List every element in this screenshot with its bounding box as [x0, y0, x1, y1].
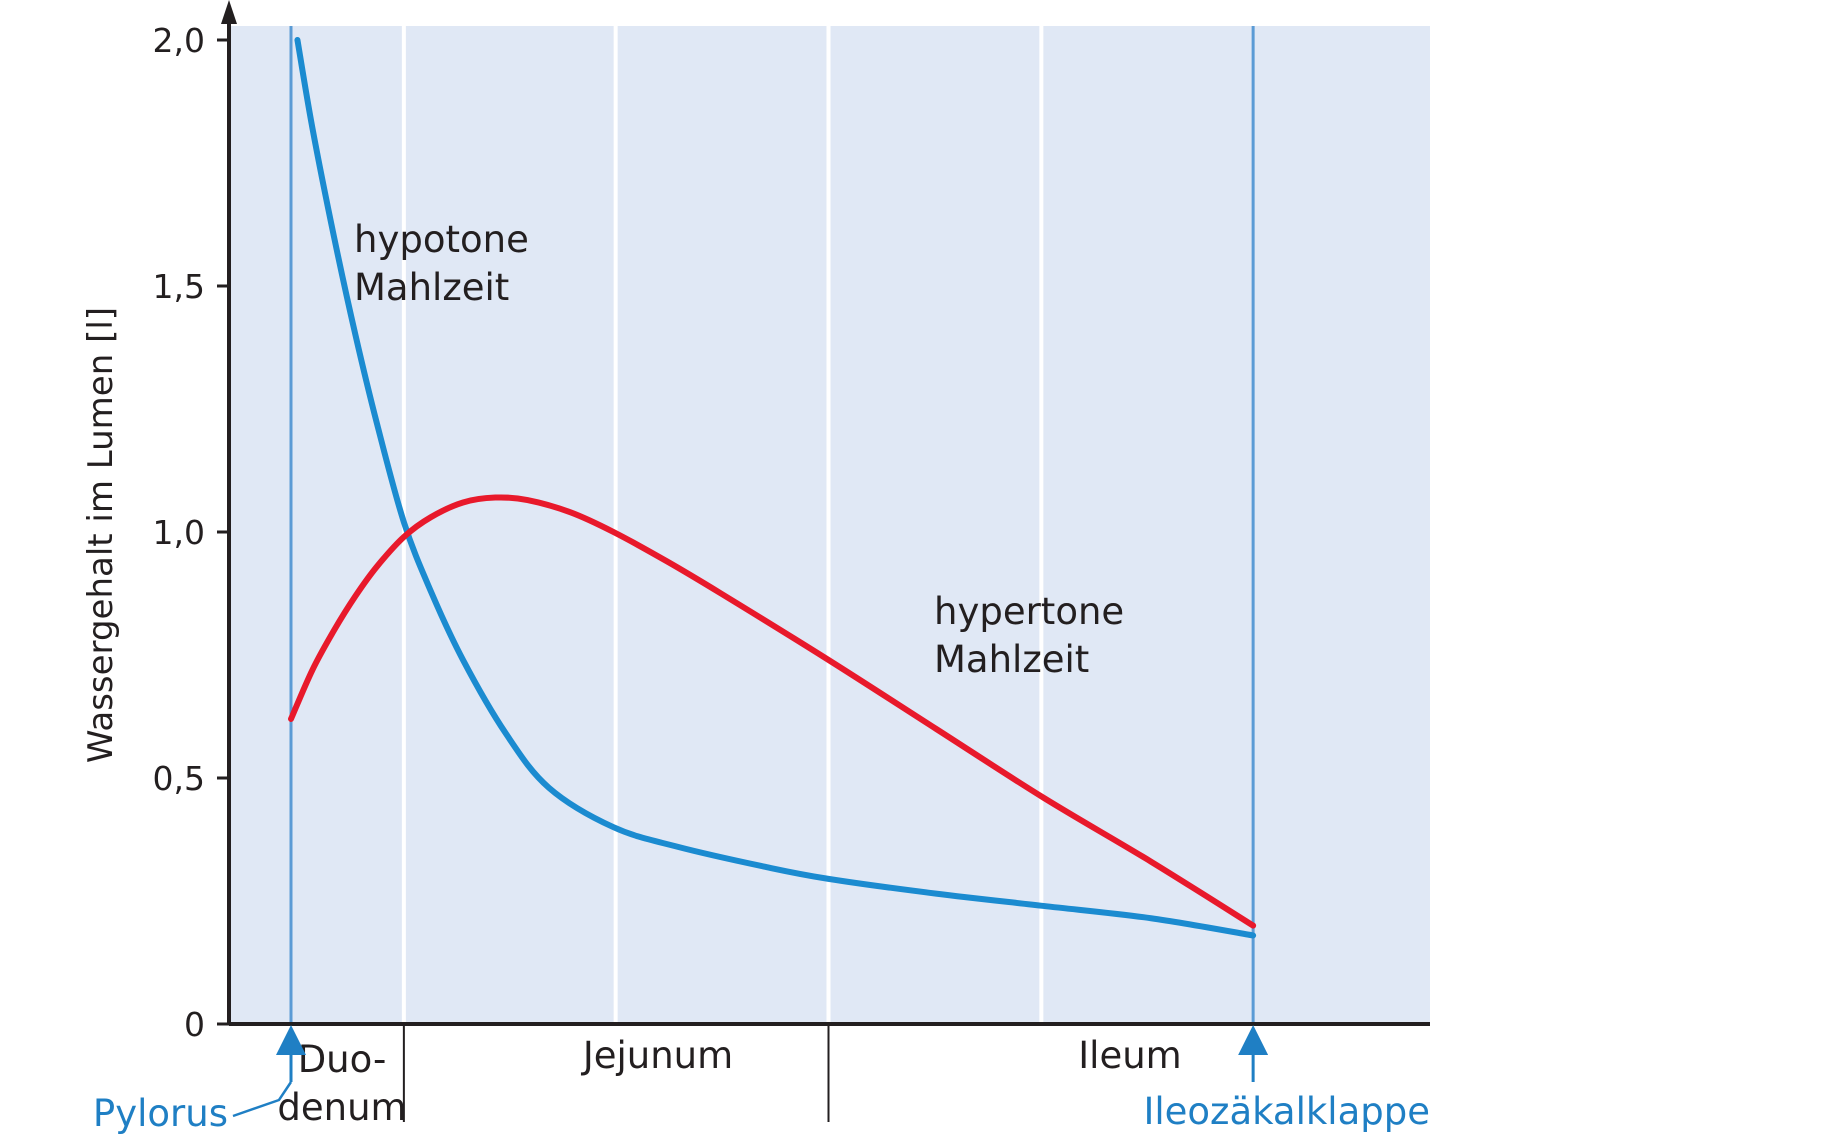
y-axis-label: Wassergehalt im Lumen [l] [81, 307, 121, 763]
series-line-hypertone [288, 494, 1257, 929]
y-axis-arrow [221, 0, 237, 24]
region-label-duodenum-line1: Duo- [298, 1038, 387, 1081]
marker-label-pylorus: Pylorus [93, 1092, 228, 1135]
region-label-ileum: Ileum [1078, 1034, 1181, 1077]
y-tick-label: 1,0 [153, 513, 205, 552]
annotation-hypertone-line2: Mahlzeit [934, 638, 1089, 681]
annotation-hypertone-line1: hypertone [934, 590, 1124, 633]
pylorus-leader [232, 1081, 293, 1118]
series-line-hypotone [294, 37, 1257, 939]
y-tick-label: 0,5 [153, 759, 205, 798]
y-tick-label: 2,0 [153, 21, 205, 60]
region-label-jejunum: Jejunum [581, 1034, 733, 1077]
y-tick-label: 0 [184, 1005, 205, 1044]
region-label-duodenum-line2: denum [277, 1086, 406, 1129]
annotation-hypotone-line1: hypotone [354, 218, 529, 261]
annotation-hypotone-line2: Mahlzeit [354, 266, 509, 309]
marker-label-ileozaekalklappe: Ileozäkalklappe [1143, 1090, 1430, 1133]
y-tick-label: 1,5 [153, 267, 205, 306]
